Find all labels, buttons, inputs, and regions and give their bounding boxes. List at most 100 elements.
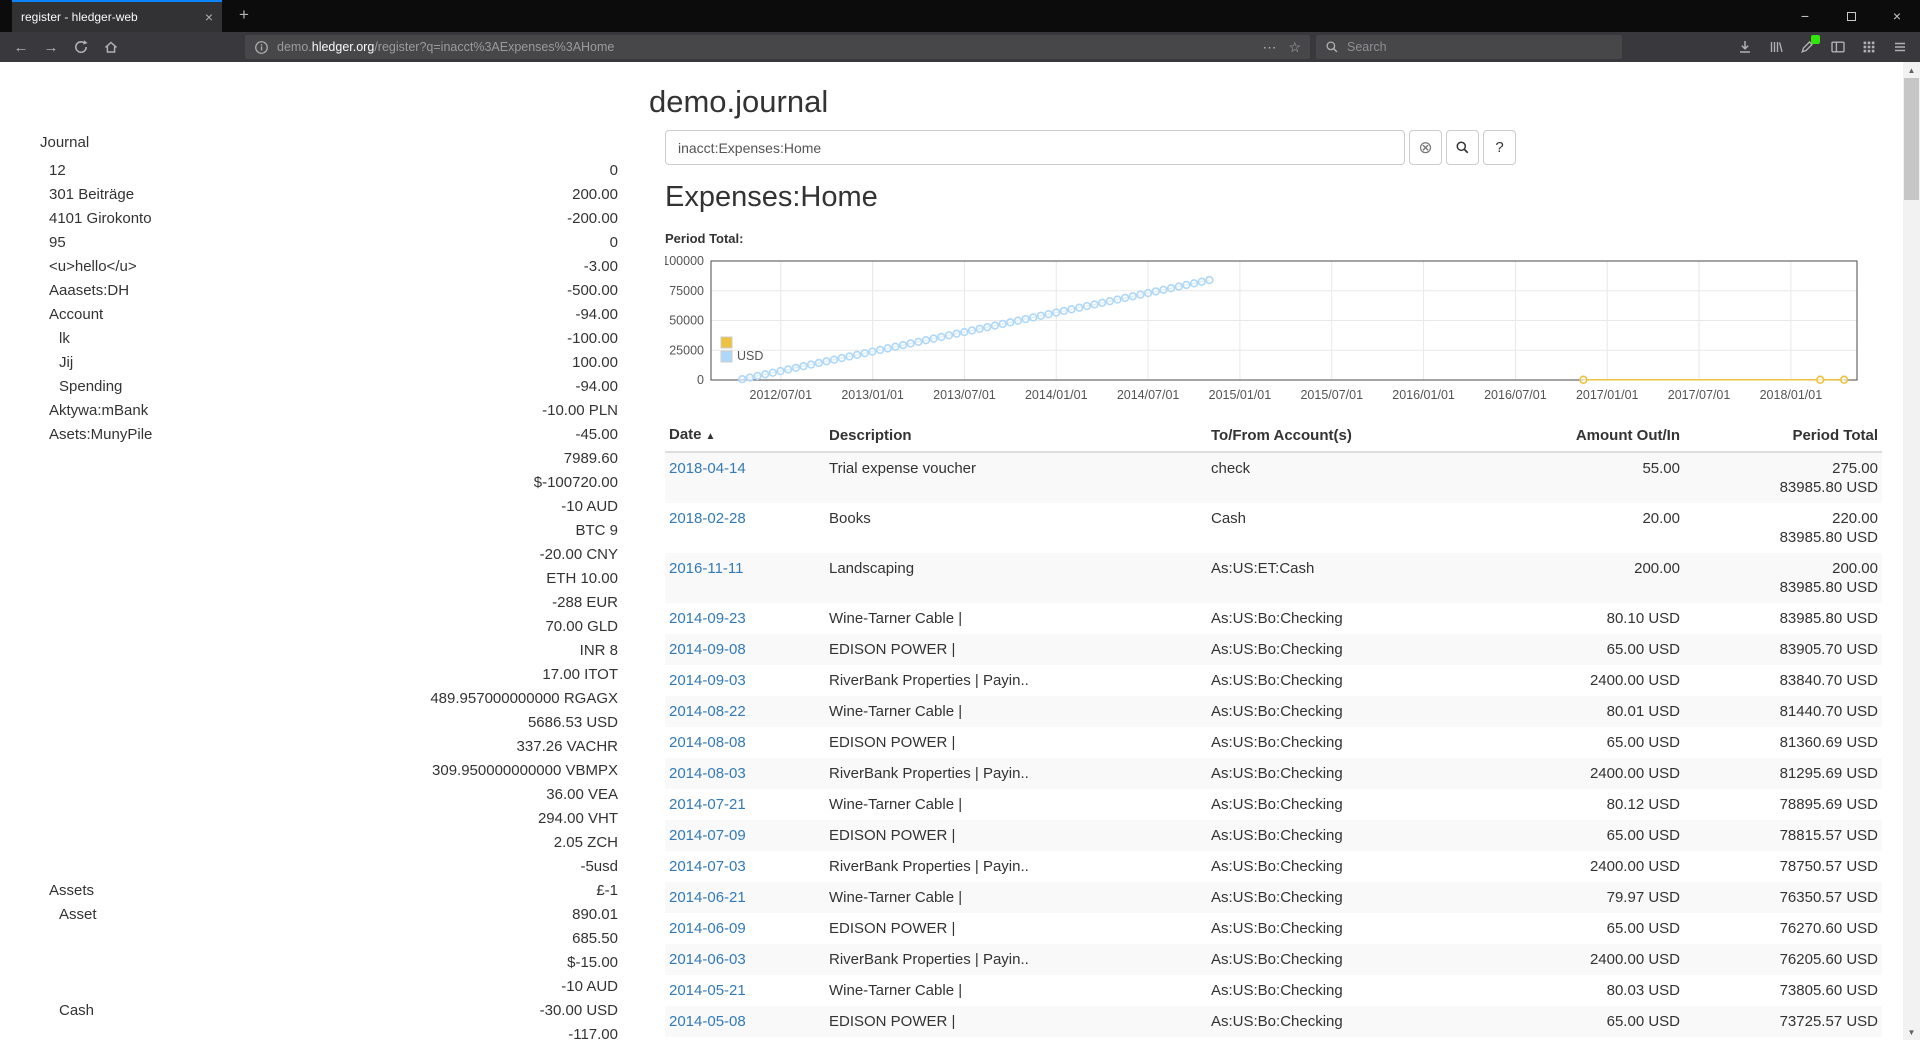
transaction-date-link[interactable]: 2014-08-03 [669, 765, 746, 782]
scrollbar-thumb[interactable] [1904, 78, 1919, 200]
sidebar-account-row: Asets:MunyPile -45.00 [40, 422, 618, 446]
transaction-description: Trial expense voucher [829, 460, 977, 477]
register-row[interactable]: 2016-11-11 Landscaping As:US:ET:Cash 200… [665, 553, 1882, 603]
page-actions-icon[interactable]: ⋯ [1262, 38, 1277, 55]
transaction-accounts: As:US:Bo:Checking [1211, 641, 1343, 658]
transaction-accounts: As:US:Bo:Checking [1211, 672, 1343, 689]
reload-button[interactable] [66, 32, 96, 62]
sidebar-account-link[interactable]: 95 [49, 233, 66, 251]
sidebar-account-link[interactable]: Aktywa:mBank [49, 401, 149, 419]
register-row[interactable]: 2014-07-09 EDISON POWER | As:US:Bo:Check… [665, 820, 1882, 851]
transaction-date-link[interactable]: 2014-06-09 [669, 920, 746, 937]
transaction-date-link[interactable]: 2014-07-09 [669, 827, 746, 844]
journal-title[interactable]: demo.journal [649, 84, 829, 119]
register-row[interactable]: 2014-08-08 EDISON POWER | As:US:Bo:Check… [665, 727, 1882, 758]
transaction-date-link[interactable]: 2014-05-08 [669, 1013, 746, 1030]
bookmark-star-icon[interactable]: ☆ [1288, 38, 1301, 55]
register-row[interactable]: 2014-08-03 RiverBank Properties | Payin.… [665, 758, 1882, 789]
register-row[interactable]: 2014-07-03 RiverBank Properties | Payin.… [665, 851, 1882, 882]
new-tab-button[interactable]: + [239, 5, 249, 24]
home-button[interactable] [96, 32, 126, 62]
register-row[interactable]: 2014-09-23 Wine-Tarner Cable | As:US:Bo:… [665, 603, 1882, 634]
register-row[interactable]: 2014-08-22 Wine-Tarner Cable | As:US:Bo:… [665, 696, 1882, 727]
register-row[interactable]: 2018-02-28 Books Cash 20.00 220.00 83985… [665, 503, 1882, 553]
site-info-icon[interactable] [254, 40, 269, 55]
register-row[interactable]: 2014-06-21 Wine-Tarner Cable | As:US:Bo:… [665, 882, 1882, 913]
svg-text:2013/01/01: 2013/01/01 [841, 388, 904, 402]
help-button[interactable]: ? [1483, 130, 1516, 165]
search-submit-button[interactable] [1446, 130, 1479, 165]
page-content: demo.journal Journal 12 0 301 Beiträge 2… [0, 62, 1920, 1043]
svg-text:2012/07/01: 2012/07/01 [750, 388, 813, 402]
transaction-period-total: 81360.69 USD [1779, 734, 1878, 751]
window-restore-button[interactable] [1828, 0, 1874, 32]
transaction-date-link[interactable]: 2014-07-03 [669, 858, 746, 875]
register-row[interactable]: 2014-07-21 Wine-Tarner Cable | As:US:Bo:… [665, 789, 1882, 820]
tab-close-icon[interactable]: × [204, 9, 213, 25]
transaction-date-link[interactable]: 2018-02-28 [669, 510, 746, 527]
transaction-accounts: As:US:Bo:Checking [1211, 796, 1343, 813]
sidebar-account-link[interactable]: <u>hello</u> [49, 257, 137, 275]
register-row[interactable]: 2018-04-14 Trial expense voucher check 5… [665, 452, 1882, 503]
apps-grid-button[interactable] [1861, 39, 1877, 55]
sidebar-account-link[interactable]: Jij [59, 353, 74, 371]
register-row[interactable]: 2014-09-08 EDISON POWER | As:US:Bo:Check… [665, 634, 1882, 665]
browser-search-box[interactable]: Search [1316, 35, 1622, 59]
transaction-date-link[interactable]: 2014-07-21 [669, 796, 746, 813]
sidebar-account-link[interactable]: 301 Beiträge [49, 185, 135, 203]
transaction-date-link[interactable]: 2014-08-22 [669, 703, 746, 720]
transaction-amount: 80.03 USD [1606, 982, 1680, 999]
transaction-date-link[interactable]: 2014-09-03 [669, 672, 746, 689]
transaction-date-link[interactable]: 2016-11-11 [669, 560, 744, 577]
window-minimize-button[interactable]: − [1800, 8, 1810, 24]
sidebar-account-row: 685.50 [40, 926, 618, 950]
transaction-period-total: 83905.70 USD [1779, 641, 1878, 658]
sidebar-journal-link[interactable]: Journal [40, 134, 90, 151]
transaction-date-link[interactable]: 2014-06-03 [669, 951, 746, 968]
transaction-date: 2014-05-08 [665, 1006, 825, 1037]
clear-query-button[interactable]: ⊗ [1409, 130, 1442, 165]
transaction-date-link[interactable]: 2018-04-14 [669, 460, 746, 477]
sidebar-account-link[interactable]: Asets:MunyPile [49, 425, 153, 443]
sidebar-account-link[interactable]: Spending [59, 377, 123, 395]
transaction-amount: 200.00 [1634, 560, 1680, 577]
browser-tab[interactable]: register - hledger-web × [12, 0, 222, 32]
extension-button[interactable] [1799, 35, 1820, 55]
sidebar-account-link[interactable]: Assets [49, 881, 95, 899]
menu-button[interactable] [1892, 39, 1908, 55]
scrollbar-up-icon[interactable]: ▲ [1907, 65, 1916, 75]
transaction-date-link[interactable]: 2014-08-08 [669, 734, 746, 751]
address-bar[interactable]: demo.hledger.org/register?q=inacct%3AExp… [245, 35, 1310, 59]
page-scrollbar[interactable]: ▲ ▼ [1903, 62, 1920, 1040]
sidebar-account-link[interactable]: Asset [59, 905, 97, 923]
svg-text:2016/07/01: 2016/07/01 [1484, 388, 1547, 402]
sidebar-account-link[interactable]: Account [49, 305, 104, 323]
url-prefix: demo. [277, 40, 312, 54]
forward-button[interactable]: → [43, 38, 59, 56]
sidebar-account-link[interactable]: lk [59, 329, 70, 347]
register-row[interactable]: 2014-09-03 RiverBank Properties | Payin.… [665, 665, 1882, 696]
window-close-button[interactable]: × [1892, 8, 1902, 24]
transaction-date-link[interactable]: 2014-09-08 [669, 641, 746, 658]
sidebar-account-row: lk -100.00 [40, 326, 618, 350]
transaction-date-link[interactable]: 2014-09-23 [669, 610, 746, 627]
sidebar-account-link[interactable]: 4101 Girokonto [49, 209, 152, 227]
register-row[interactable]: 2014-06-03 RiverBank Properties | Payin.… [665, 944, 1882, 975]
sidebar-account-link[interactable]: 12 [49, 161, 66, 179]
sidebar-account-link[interactable]: Cash [59, 1001, 95, 1019]
sidebar-account-balance: 2.05 ZCH [553, 833, 618, 851]
svg-text:2017/07/01: 2017/07/01 [1668, 388, 1731, 402]
query-input[interactable] [665, 130, 1405, 165]
scrollbar-down-icon[interactable]: ▼ [1907, 1027, 1916, 1037]
downloads-button[interactable] [1737, 39, 1753, 55]
library-button[interactable] [1768, 39, 1784, 55]
transaction-date-link[interactable]: 2014-05-21 [669, 982, 746, 999]
sidebar-account-link[interactable]: Aaasets:DH [49, 281, 130, 299]
register-row[interactable]: 2014-06-09 EDISON POWER | As:US:Bo:Check… [665, 913, 1882, 944]
sidebar-toggle-button[interactable] [1830, 39, 1846, 55]
transaction-date-link[interactable]: 2014-06-21 [669, 889, 746, 906]
back-button[interactable]: ← [13, 38, 29, 56]
register-row[interactable]: 2014-05-21 Wine-Tarner Cable | As:US:Bo:… [665, 975, 1882, 1006]
register-row[interactable]: 2014-05-08 EDISON POWER | As:US:Bo:Check… [665, 1006, 1882, 1037]
col-header-date[interactable]: Date ▲ [665, 420, 825, 453]
